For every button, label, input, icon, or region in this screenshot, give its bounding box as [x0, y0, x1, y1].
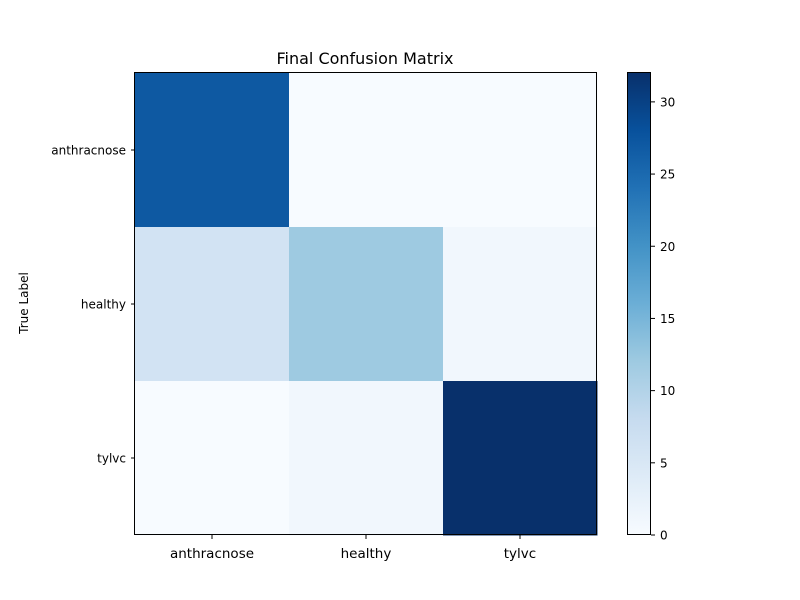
heatmap-cell-tylvc-tylvc — [443, 381, 598, 536]
x-axis-ticks: anthracnose healthy tylvc — [170, 535, 536, 562]
colorbar-tick-label: 20 — [660, 240, 675, 254]
colorbar-tick-label: 25 — [660, 168, 675, 182]
colorbar-tick-label: 15 — [660, 312, 675, 326]
heatmap-cell-tylvc-healthy — [289, 381, 444, 536]
x-tick-label: anthracnose — [170, 546, 254, 562]
colorbar: 0 5 10 15 20 25 30 — [627, 72, 675, 543]
colorbar-tick-label: 10 — [660, 384, 675, 398]
heatmap-cell-anthracnose-healthy — [289, 73, 444, 228]
y-tick-label: anthracnose — [51, 144, 126, 158]
x-tick-label: healthy — [341, 546, 392, 562]
y-axis-ticks: anthracnose healthy tylvc — [51, 144, 135, 466]
heatmap-cell-healthy-anthracnose — [135, 227, 290, 382]
heatmap-cell-anthracnose-anthracnose — [135, 73, 290, 228]
colorbar-gradient — [627, 72, 651, 535]
y-tick-label: tylvc — [97, 452, 126, 466]
chart-title: Final Confusion Matrix — [276, 49, 453, 68]
heatmap-cell-tylvc-anthracnose — [135, 381, 290, 536]
colorbar-ticks: 0 5 10 15 20 25 30 — [651, 95, 675, 543]
colorbar-tick-label: 30 — [660, 95, 675, 109]
heatmap-cell-healthy-healthy — [289, 227, 444, 382]
y-axis-label: True Label — [17, 272, 31, 335]
x-tick-label: tylvc — [504, 546, 536, 562]
colorbar-tick-label: 5 — [660, 456, 668, 470]
heatmap-cell-healthy-tylvc — [443, 227, 598, 382]
heatmap-cells — [135, 73, 598, 536]
heatmap-cell-anthracnose-tylvc — [443, 73, 598, 228]
colorbar-tick-label: 0 — [660, 529, 668, 543]
y-tick-label: healthy — [81, 298, 126, 312]
